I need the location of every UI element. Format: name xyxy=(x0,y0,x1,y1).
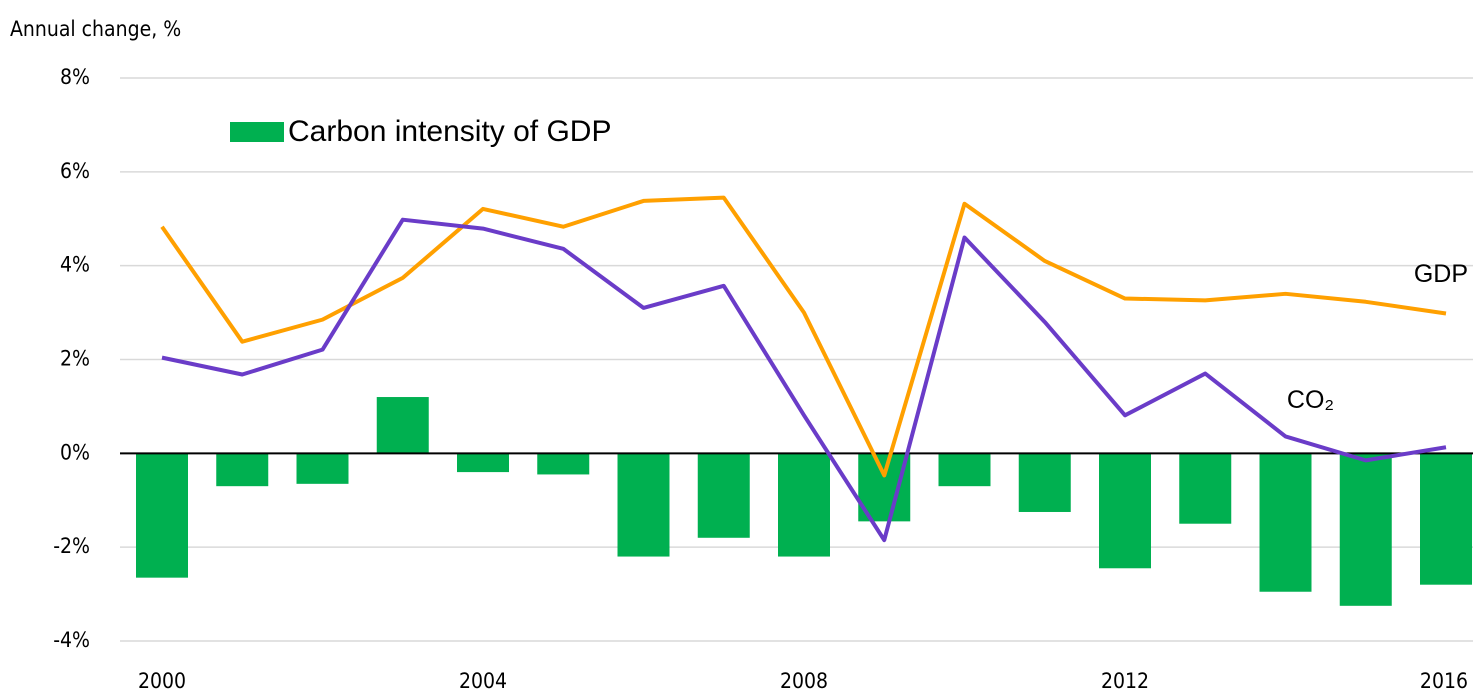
y-tick-label: 4% xyxy=(60,253,90,277)
legend-label: Carbon intensity of GDP xyxy=(288,115,611,148)
bar xyxy=(938,453,991,487)
bar xyxy=(1339,453,1392,606)
x-tick-label: 2000 xyxy=(138,669,186,693)
y-tick-label: 6% xyxy=(60,159,90,183)
y-tick-label: 0% xyxy=(60,440,90,464)
bar xyxy=(697,453,750,538)
x-tick-label: 2008 xyxy=(780,669,828,693)
bar xyxy=(1099,453,1151,569)
y-tick-label: -2% xyxy=(53,534,90,558)
bar xyxy=(457,453,509,473)
bar xyxy=(617,453,670,557)
x-tick-label: 2004 xyxy=(459,669,507,693)
bar xyxy=(376,397,429,454)
bar xyxy=(537,453,590,475)
y-tick-label: -4% xyxy=(53,628,90,652)
series-label: CO₂ xyxy=(1287,386,1334,414)
line xyxy=(160,195,1447,478)
bar xyxy=(1018,453,1071,512)
bar xyxy=(778,453,830,557)
y-tick-label: 2% xyxy=(60,347,90,371)
x-tick-label: 2016 xyxy=(1420,669,1468,693)
line xyxy=(161,217,1447,543)
x-tick-label: 2012 xyxy=(1101,669,1149,693)
y-tick-label: 8% xyxy=(60,65,90,89)
bar xyxy=(296,453,349,484)
y-axis-label: Annual change, % xyxy=(10,17,181,41)
bar xyxy=(136,453,188,578)
bar xyxy=(216,453,269,487)
bar xyxy=(1259,453,1312,592)
bar xyxy=(1420,453,1472,585)
legend-swatch xyxy=(230,122,284,142)
bar xyxy=(1179,453,1232,524)
series-label: GDP xyxy=(1414,260,1468,288)
